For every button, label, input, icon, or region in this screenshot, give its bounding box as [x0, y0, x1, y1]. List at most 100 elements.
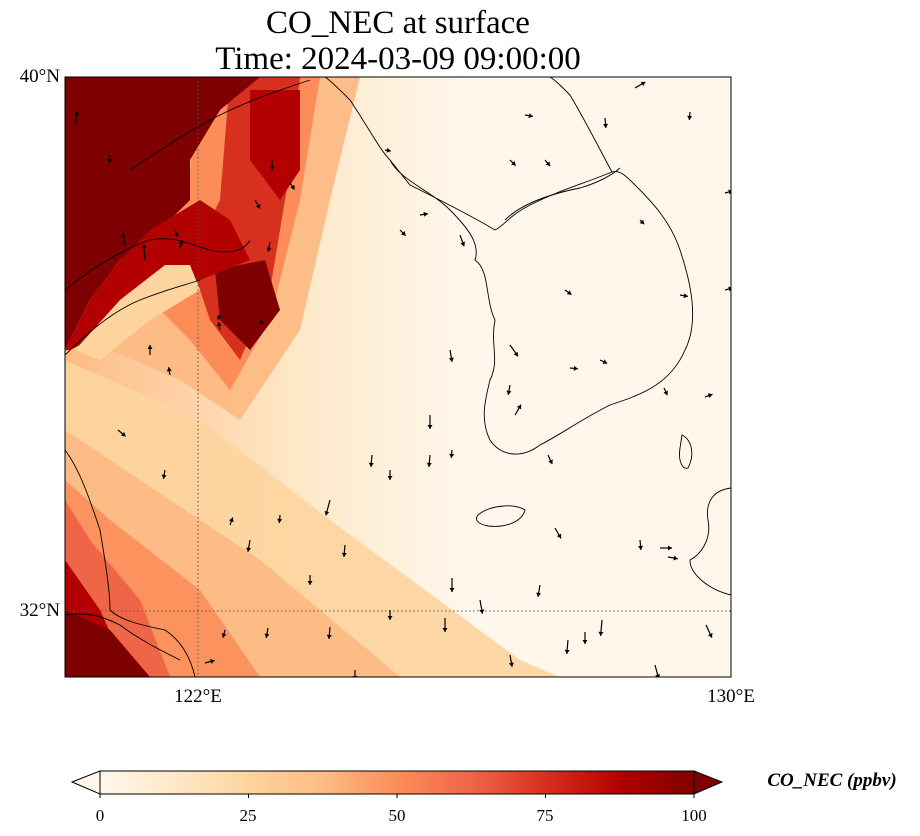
- colorbar-tick-0: 0: [95, 806, 105, 825]
- wind-vector-head: [210, 659, 215, 664]
- gridlines: [65, 77, 731, 677]
- wind-vector-head: [423, 211, 428, 217]
- wind-vector-head: [683, 293, 688, 299]
- wind-vector-head: [506, 390, 512, 395]
- wind-vector-head: [582, 640, 588, 644]
- wind-vector-head: [74, 111, 80, 116]
- bohai-light-wedge: [75, 265, 200, 360]
- map-frame: [64, 76, 732, 678]
- wind-vector-head: [216, 322, 222, 327]
- liaodong-coast: [129, 79, 311, 171]
- coastlines: [65, 77, 731, 677]
- wind-vector-head: [639, 219, 645, 225]
- wind-vector-head: [147, 345, 153, 349]
- wind-vector-head: [545, 161, 551, 167]
- colorbar-tick-75: 75: [536, 806, 554, 825]
- wind-vector-head: [178, 240, 184, 245]
- wind-vector-head: [246, 547, 252, 552]
- wind-vector-head: [264, 633, 270, 638]
- yangtze-estuary: [65, 613, 181, 661]
- wind-vector-head: [269, 166, 275, 170]
- wind-vector-head: [324, 510, 330, 516]
- wind-vector-head: [448, 357, 454, 362]
- wind-vector-head: [728, 189, 731, 195]
- wind-vector-head: [566, 290, 572, 295]
- wind-vector-head: [602, 359, 608, 364]
- colorbar-tick-50: 50: [388, 806, 406, 825]
- dmz-line: [504, 167, 621, 221]
- wind-vector-head: [216, 314, 222, 319]
- wind-vector-head: [728, 286, 731, 292]
- wind-vector-head: [449, 453, 455, 458]
- china-north-coast: [65, 238, 251, 291]
- wind-vector-head: [266, 247, 272, 252]
- wind-vector-head: [508, 662, 514, 667]
- lon-label-130e: 130°E: [707, 686, 755, 707]
- wind-vector-head: [603, 123, 609, 128]
- wind-vector-head: [655, 674, 661, 677]
- wind-vector-head: [368, 462, 374, 467]
- wind-vector-head: [598, 631, 604, 636]
- wind-vector-head: [687, 115, 693, 120]
- wind-vector-head: [426, 462, 432, 467]
- tsushima-island: [679, 434, 693, 469]
- lat-label-40n: 40°N: [19, 66, 60, 87]
- wind-vector-head: [229, 517, 234, 523]
- jeju-island: [476, 505, 526, 527]
- colorbar-tick-marks: [99, 794, 695, 798]
- wind-vector-head: [442, 628, 448, 632]
- wind-vector-head: [341, 552, 347, 557]
- china-east-coast: [65, 449, 196, 677]
- northwest-dark-region: [65, 77, 260, 350]
- colorbar-extend-low: [70, 770, 101, 795]
- wind-vector-head: [707, 633, 713, 638]
- colorbar-tick-25: 25: [239, 806, 257, 825]
- colorbar: [70, 770, 724, 798]
- wind-vector-head: [511, 161, 516, 166]
- wind-vector-head: [460, 241, 466, 247]
- wind-vector-head: [387, 476, 393, 480]
- map-time-subtitle: Time: 2024-03-09 09:00:00: [215, 41, 581, 77]
- colorbar-extend-high: [693, 770, 724, 795]
- map-title: CO_NEC at surface: [266, 5, 530, 41]
- map-figure: [64, 76, 732, 678]
- wind-vector-head: [326, 634, 332, 639]
- west-korea-bay: [324, 77, 391, 161]
- lat-label-32n: 32°N: [19, 600, 60, 621]
- northeast-plume-core2: [215, 260, 280, 350]
- wind-vector-head: [707, 393, 713, 398]
- wind-vector-head: [277, 518, 283, 523]
- wind-vector-head: [640, 81, 646, 87]
- concentration-field: [65, 77, 731, 677]
- japan-kyushu-coast: [689, 487, 731, 596]
- wind-vector-head: [174, 232, 179, 238]
- wind-vector-head: [387, 616, 393, 620]
- shanghai-dark: [65, 610, 150, 677]
- wind-vector-head: [536, 592, 542, 597]
- colorbar-tick-100: 100: [681, 806, 707, 825]
- wind-vector-head: [255, 203, 261, 209]
- wind-vector-head: [166, 367, 172, 372]
- wind-vector-head: [259, 319, 264, 325]
- colorbar-label: CO_NEC (ppbv): [767, 770, 897, 791]
- wind-vector-head: [401, 231, 406, 236]
- wind-vector-head: [668, 545, 672, 551]
- wind-vector-head: [663, 390, 668, 396]
- wind-vector-head: [161, 474, 167, 479]
- northeast-plume-core1: [250, 90, 300, 200]
- wind-vector-head: [307, 581, 313, 585]
- wind-vector-head: [121, 233, 127, 238]
- wind-vector-head: [221, 633, 227, 638]
- wind-vector-head: [449, 588, 455, 592]
- wind-vector-head: [107, 158, 113, 163]
- wind-vector-head: [638, 545, 644, 550]
- wind-vector-head: [548, 459, 553, 465]
- wind-vector-head: [479, 609, 485, 614]
- wind-vector-head: [673, 555, 678, 561]
- wind-vector-head: [290, 184, 295, 190]
- wind-vector-head: [573, 365, 578, 371]
- wind-vector-head: [386, 147, 391, 153]
- colorbar-gradient: [99, 770, 695, 795]
- wind-vector-head: [513, 351, 519, 357]
- wind-vector-head: [141, 244, 147, 249]
